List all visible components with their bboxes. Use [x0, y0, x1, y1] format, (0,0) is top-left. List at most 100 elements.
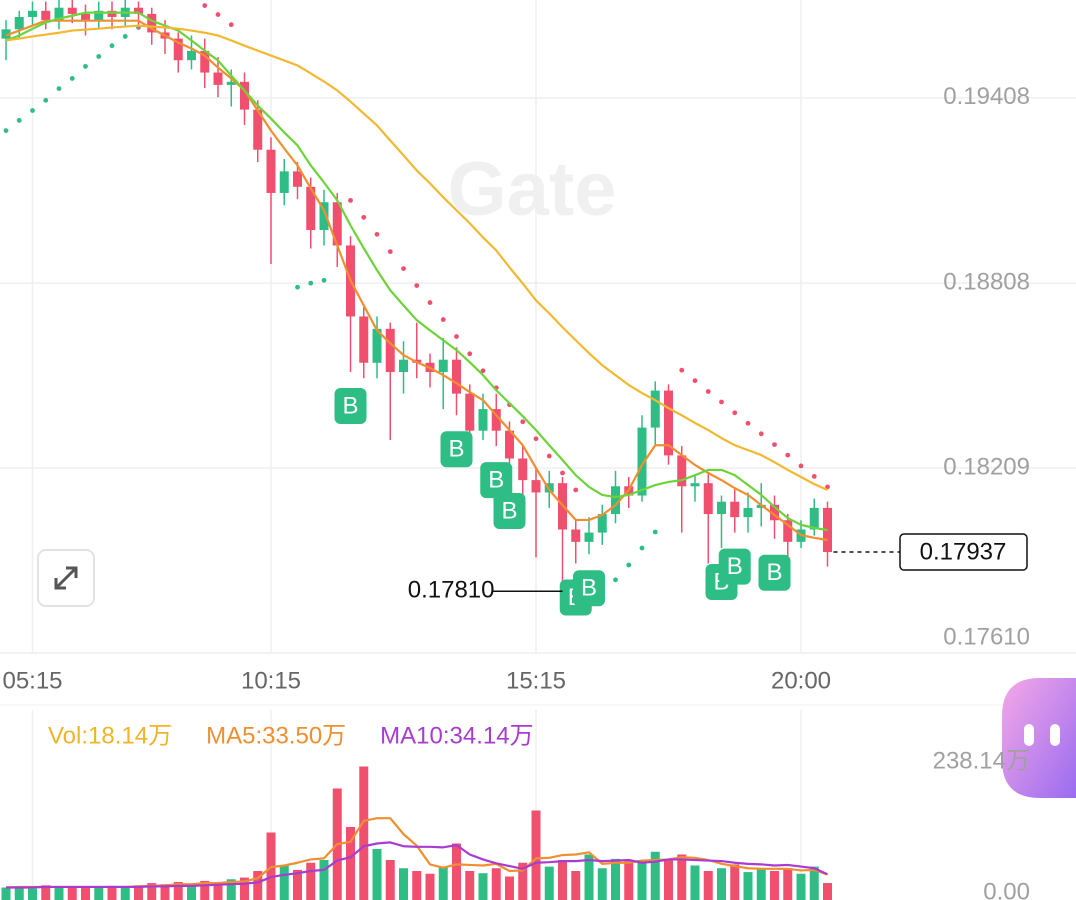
volume-bar	[783, 868, 793, 900]
volume-bar	[107, 885, 117, 900]
buy-signal-label: B	[727, 553, 743, 580]
sar-dot	[719, 399, 724, 405]
candle-body	[213, 72, 223, 85]
sar-dot	[705, 389, 711, 394]
sar-dot	[96, 54, 102, 59]
volume-bar	[94, 886, 104, 900]
x-tick-label: 20:00	[771, 667, 831, 694]
candle-body	[491, 409, 501, 431]
candle-body	[293, 171, 302, 187]
volume-bar	[306, 862, 316, 900]
y-tick-label: 0.19408	[943, 83, 1030, 110]
candle-body	[14, 16, 24, 30]
x-tick-label: 15:15	[506, 667, 566, 694]
candle-body	[187, 50, 196, 61]
buy-signal-label: B	[501, 497, 517, 524]
volume-bar	[465, 870, 475, 900]
volume-bar	[756, 868, 766, 900]
watermark: Gate	[448, 147, 617, 232]
candle-body	[359, 316, 369, 363]
volume-bar	[677, 854, 687, 900]
volume-tick-label: 0.00	[983, 878, 1030, 900]
sar-dot	[387, 249, 393, 255]
last-price-label: 0.17937	[920, 538, 1007, 565]
candle-body	[703, 483, 713, 515]
sar-dot	[414, 283, 420, 288]
volume-bar	[637, 859, 647, 900]
candle-body	[571, 529, 581, 542]
sar-dot	[348, 197, 353, 203]
legend-entry: MA5:33.50万	[206, 722, 346, 749]
candle-body	[597, 514, 607, 533]
y-tick-label: 0.18808	[943, 268, 1030, 295]
sar-dot	[573, 487, 579, 493]
volume-bar	[240, 877, 249, 900]
sar-dot	[56, 86, 62, 92]
volume-bar	[399, 868, 408, 900]
volume-bar	[81, 888, 90, 900]
candle-body	[531, 480, 541, 493]
buy-signal	[758, 554, 791, 591]
x-tick-label: 10:15	[241, 667, 301, 694]
volume-bar	[226, 879, 236, 900]
legend-entry: Vol:18.14万	[48, 722, 172, 749]
volume-bar	[584, 854, 594, 900]
volume-bar	[200, 880, 210, 900]
candle-body	[372, 328, 382, 363]
candle-body	[452, 359, 461, 394]
volume-bar	[120, 887, 130, 900]
volume-bar	[743, 872, 753, 900]
ma-line	[5, 24, 828, 491]
candle-body	[730, 501, 740, 518]
sar-dot	[454, 334, 459, 339]
volume-bar	[41, 885, 51, 900]
volume-bar	[809, 866, 819, 900]
volume-bar	[531, 810, 541, 900]
sar-dot	[308, 280, 314, 286]
candle-body	[54, 7, 64, 21]
volume-bar	[279, 865, 289, 900]
sar-dot	[652, 529, 658, 535]
candle-body	[399, 359, 408, 373]
candle-body	[134, 7, 143, 14]
volume-bar	[346, 826, 355, 900]
candle-body	[505, 430, 514, 459]
expand-button[interactable]	[37, 549, 95, 607]
volume-bar	[544, 866, 554, 900]
sar-dot	[745, 420, 751, 426]
buy-signal-label: B	[488, 466, 504, 493]
candle-body	[677, 455, 687, 487]
candle-body	[717, 501, 726, 515]
sar-dot	[83, 63, 88, 69]
expand-icon[interactable]	[54, 566, 78, 590]
volume-bar	[319, 859, 329, 900]
assistant-icon[interactable]	[1002, 678, 1076, 798]
candle-body	[81, 13, 90, 21]
assistant-bubble[interactable]	[1002, 678, 1076, 798]
volume-bar	[1, 887, 11, 900]
candle-body	[809, 507, 819, 530]
volume-bar	[796, 873, 806, 900]
sar-dot	[798, 463, 804, 469]
assistant-eye	[1050, 724, 1060, 746]
volume-bar	[703, 870, 713, 900]
volume-ma-line	[6, 841, 828, 889]
volume-bar	[293, 869, 302, 900]
sar-dot	[692, 378, 698, 384]
buy-signal-label: B	[581, 575, 597, 602]
volume-bar	[505, 876, 514, 900]
candle-body	[94, 10, 104, 21]
volume-bar	[385, 859, 395, 900]
sar-dot	[785, 452, 791, 458]
assistant-eye	[1024, 724, 1034, 746]
sar-dot	[228, 22, 234, 28]
sar-dot	[467, 351, 473, 357]
candle-body	[650, 390, 660, 428]
volume-bar	[438, 866, 448, 900]
last-price-box	[899, 533, 1028, 571]
volume-bar	[597, 868, 607, 900]
sar-dot	[546, 453, 552, 459]
buy-signal-label: B	[448, 436, 464, 463]
volume-bar	[14, 886, 24, 900]
sar-dot	[732, 410, 738, 416]
